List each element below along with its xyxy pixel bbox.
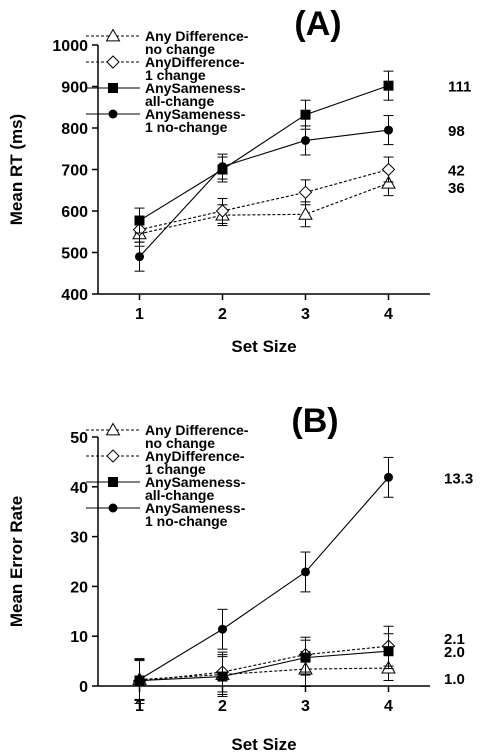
a-data-point [301,135,310,145]
b-legend-label: AnySameness- [145,500,246,516]
panel-b-chart: 0 10 20 30 40 50 1 2 3 4 Set Size Mean Error Rate (B… [7,402,473,754]
a-data-point [384,125,393,135]
b-x-tick-label: 3 [301,698,310,715]
a-x-tick-label: 1 [135,306,144,323]
a-panel-label: (A) [294,5,341,43]
b-legend-label: Any Difference- [145,422,249,438]
a-legend-label: all-change [145,93,214,109]
a-end-label: 111 [448,79,471,96]
b-end-label: 13.3 [444,470,473,487]
a-data-point [381,162,396,177]
b-end-label: 2.1 [444,631,465,648]
a-data-point [300,109,311,120]
b-series-line [139,476,389,680]
b-y-tick-label: 20 [70,579,88,596]
a-y-tick-label: 700 [61,163,88,180]
b-data-point [383,646,394,657]
a-x-axis-label: Set Size [231,337,296,356]
a-legend-label: 1 no-change [145,119,228,135]
a-y-tick-label: 800 [61,121,88,138]
b-y-tick-label: 50 [70,430,88,447]
b-panel-label: (B) [291,402,338,440]
a-series-line [139,168,389,231]
b-legend-marker [105,422,121,436]
a-y-tick-label: 1000 [52,38,88,55]
a-x-tick-label: 3 [301,306,310,323]
a-end-label: 42 [448,163,465,180]
a-end-label: 36 [448,180,465,197]
a-y-tick-label: 400 [61,287,88,304]
b-legend-label: 1 change [145,461,206,477]
b-y-tick-label: 30 [70,530,88,547]
b-x-tick-label: 1 [135,698,144,715]
b-y-tick-label: 40 [70,480,88,497]
a-legend-label: AnySameness- [145,106,246,122]
a-legend-label: AnySameness- [145,80,246,96]
a-data-point [215,204,230,218]
panel-a-chart: 400 500 600 700 800 900 1000 1 2 3 4 Set Size Mean R… [7,5,471,356]
a-y-tick-label: 500 [61,246,88,263]
b-legend-label: all-change [145,487,214,503]
b-series-line [139,650,389,682]
a-data-point [218,162,227,172]
b-legend-label: no change [145,435,215,451]
b-y-tick-label: 10 [70,629,88,646]
b-legend-marker [108,503,118,513]
b-x-axis-label: Set Size [231,735,296,754]
a-y-tick-label: 600 [61,204,88,221]
b-data-point [217,671,228,682]
b-end-label: 2.0 [444,644,465,661]
a-series-line [139,182,389,235]
a-legend-label: 1 change [145,67,206,83]
a-end-label: 98 [448,123,465,140]
a-legend-label: Any Difference- [145,28,249,44]
b-series-line [139,667,389,681]
b-y-axis-label: Mean Error Rate [7,496,26,627]
b-x-tick-label: 2 [218,698,227,715]
a-data-point [135,252,144,262]
a-legend-marker [106,55,120,69]
a-data-point [134,215,145,226]
a-x-tick-label: 2 [218,306,227,323]
a-legend-marker [108,109,118,119]
a-y-axis-label: Mean RT (ms) [7,114,26,225]
b-legend-label: AnyDifference- [145,448,245,464]
b-data-point [301,567,310,577]
a-legend-marker [105,28,121,42]
a-legend-label: no change [145,41,215,57]
a-x-tick-label: 4 [384,306,393,323]
b-end-label: 1.0 [444,671,465,688]
b-data-point [300,652,311,663]
b-x-tick-label: 4 [384,698,393,715]
b-series-line [139,645,389,682]
b-legend-marker [106,449,120,463]
a-legend-label: AnyDifference- [145,54,245,70]
b-legend-label: 1 no-change [145,513,228,529]
b-legend-marker [108,477,118,487]
a-data-point [383,80,394,91]
a-data-point [298,185,313,200]
b-legend-label: AnySameness- [145,474,246,490]
a-series-line [139,129,389,258]
a-series-line [139,85,389,222]
a-data-point [298,206,313,220]
b-y-tick-label: 0 [79,679,88,696]
a-y-tick-label: 900 [61,80,88,97]
a-legend-marker [108,83,118,93]
b-data-point [218,624,227,634]
b-data-point [384,472,393,482]
b-data-point [135,675,144,685]
